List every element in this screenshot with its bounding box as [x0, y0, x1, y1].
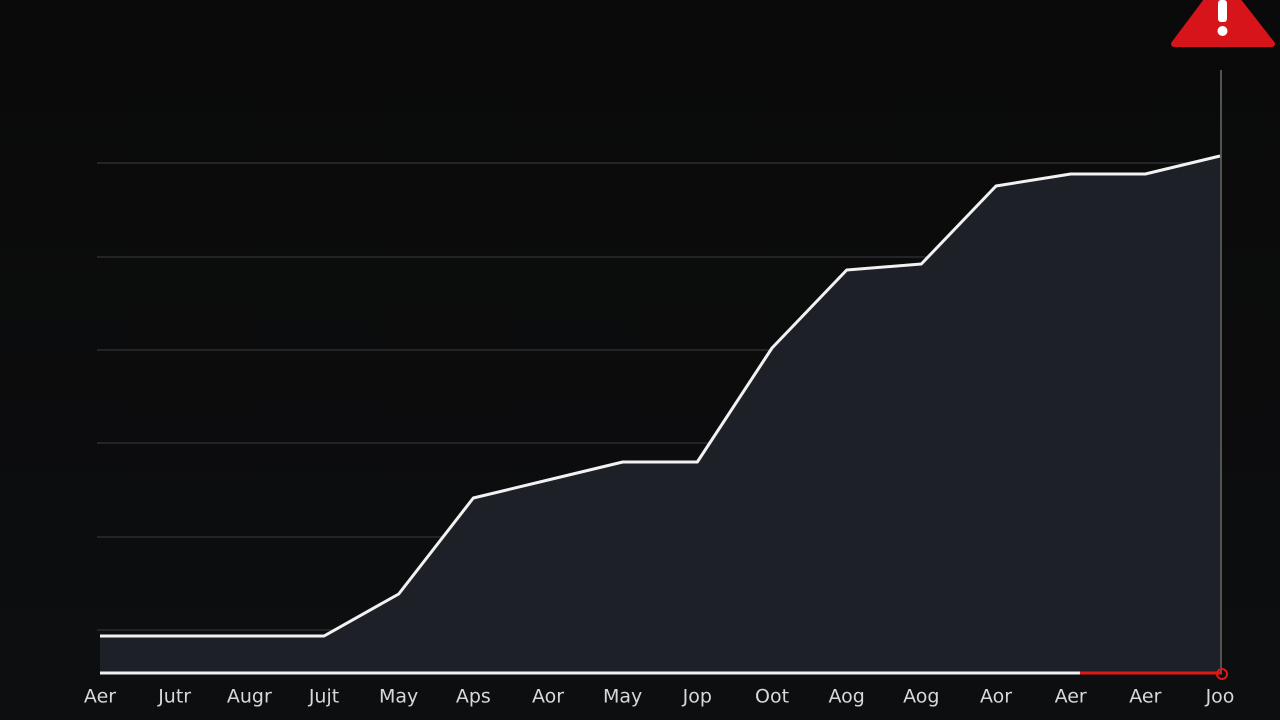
x-tick-label: Aor: [532, 686, 564, 708]
plot: [100, 154, 1221, 672]
x-tick-label: Jop: [682, 686, 712, 708]
x-tick-label: Joo: [1205, 686, 1235, 708]
warning-icon: [1171, 0, 1275, 47]
warning-bar: [1218, 0, 1227, 22]
x-tick-label: May: [603, 686, 642, 708]
x-tick-label: Aer: [1055, 686, 1087, 708]
x-tick-label: Aps: [456, 686, 491, 708]
x-labels: Aer Jutr Augr Jujt May Aps Aor May Jop Oot Aog Aog A…: [84, 686, 1235, 708]
x-tick-label: Aog: [903, 686, 939, 708]
x-tick-label: Aer: [84, 686, 116, 708]
x-tick-label: May: [379, 686, 418, 708]
x-tick-label: Oot: [755, 686, 789, 708]
x-tick-label: Aer: [1129, 686, 1161, 708]
line: [100, 154, 1221, 638]
x-tick-label: Jujt: [308, 686, 339, 708]
x-tick-label: Jutr: [157, 686, 191, 708]
x-tick-label: Aor: [980, 686, 1012, 708]
warning-dot: [1217, 26, 1228, 36]
x-tick-label: Aog: [828, 686, 864, 708]
alert-dot: [1216, 668, 1228, 680]
x-tick-label: Augr: [227, 686, 272, 708]
area-fill: [100, 156, 1220, 672]
